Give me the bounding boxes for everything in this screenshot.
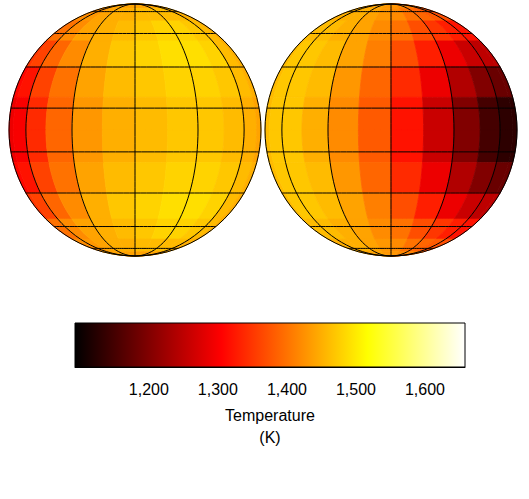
svg-text:1,400: 1,400	[267, 381, 307, 398]
svg-text:1,500: 1,500	[336, 381, 376, 398]
svg-text:1,300: 1,300	[198, 381, 238, 398]
svg-text:1,600: 1,600	[405, 381, 445, 398]
svg-text:1,200: 1,200	[129, 381, 169, 398]
svg-text:(K): (K)	[259, 429, 280, 446]
svg-text:Temperature: Temperature	[225, 407, 315, 424]
